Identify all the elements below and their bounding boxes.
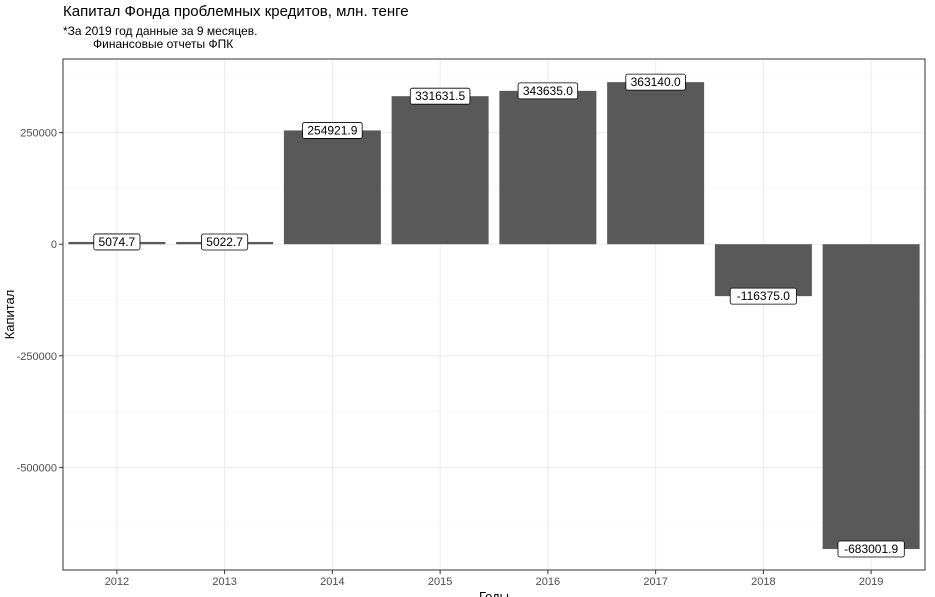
bars-layer	[68, 82, 920, 550]
bar-2019	[822, 244, 920, 550]
y-axis-title: Капитал	[2, 290, 17, 340]
data-label-2017: 363140.0	[625, 73, 686, 91]
y-tick-label: 0	[51, 239, 57, 251]
y-tick-label: 250000	[20, 128, 57, 140]
x-tick-label: 2017	[643, 576, 667, 588]
bar-2015	[391, 96, 489, 245]
data-label-text: 254921.9	[307, 123, 357, 137]
data-label-text: -116375.0	[737, 289, 790, 303]
bar-2018	[714, 244, 812, 297]
x-axis-title: Годы	[479, 589, 509, 597]
x-tick-label: 2012	[105, 576, 129, 588]
bar-2016	[499, 90, 597, 245]
axis-layer: 250000 0 -250000 -500000 2012 2013 2014 2015 201…	[17, 128, 884, 588]
data-label-box	[302, 122, 363, 139]
panel-border	[62, 58, 926, 571]
data-label-text: -683001.9	[844, 542, 898, 556]
x-tick-label: 2016	[536, 576, 560, 588]
grid-layer	[63, 59, 925, 570]
x-tick-label: 2019	[859, 576, 883, 588]
data-label-2012: 5074.7	[93, 233, 141, 251]
data-label-box	[201, 233, 249, 251]
chart-title: Капитал Фонда проблемных кредитов, млн. …	[63, 3, 409, 20]
data-label-box	[625, 73, 686, 91]
x-tick-label: 2013	[212, 576, 236, 588]
bar-2014	[283, 130, 381, 245]
y-tick-label: -250000	[17, 351, 57, 363]
data-label-text: 343635.0	[523, 84, 573, 98]
x-tick-label: 2014	[320, 576, 344, 588]
bar-2017	[607, 82, 705, 245]
y-tick-label: -500000	[17, 462, 57, 474]
data-label-text: 331631.5	[415, 89, 465, 103]
plot-panel	[63, 59, 925, 570]
data-label-2016: 343635.0	[517, 82, 579, 100]
data-label-box	[729, 287, 797, 305]
data-label-2015: 331631.5	[409, 87, 471, 105]
data-label-box	[837, 540, 905, 558]
chart-subtitle: *За 2019 год данные за 9 месяцев. Финанс…	[63, 24, 258, 51]
x-tick-label: 2018	[751, 576, 775, 588]
data-label-box	[93, 233, 141, 251]
data-labels-layer: 5074.7 5022.7 254921.9 331631.5 343635.0 3631…	[93, 73, 905, 558]
data-label-2018: -116375.0	[729, 287, 797, 305]
data-label-box	[517, 82, 579, 100]
data-label-text: 5022.7	[206, 235, 243, 249]
data-label-text: 363140.0	[631, 75, 681, 89]
data-label-2014: 254921.9	[302, 122, 363, 139]
data-label-2013: 5022.7	[201, 233, 249, 251]
x-tick-label: 2015	[428, 576, 452, 588]
data-label-text: 5074.7	[99, 235, 136, 249]
data-label-box	[409, 87, 471, 105]
data-label-2019: -683001.9	[837, 540, 905, 558]
